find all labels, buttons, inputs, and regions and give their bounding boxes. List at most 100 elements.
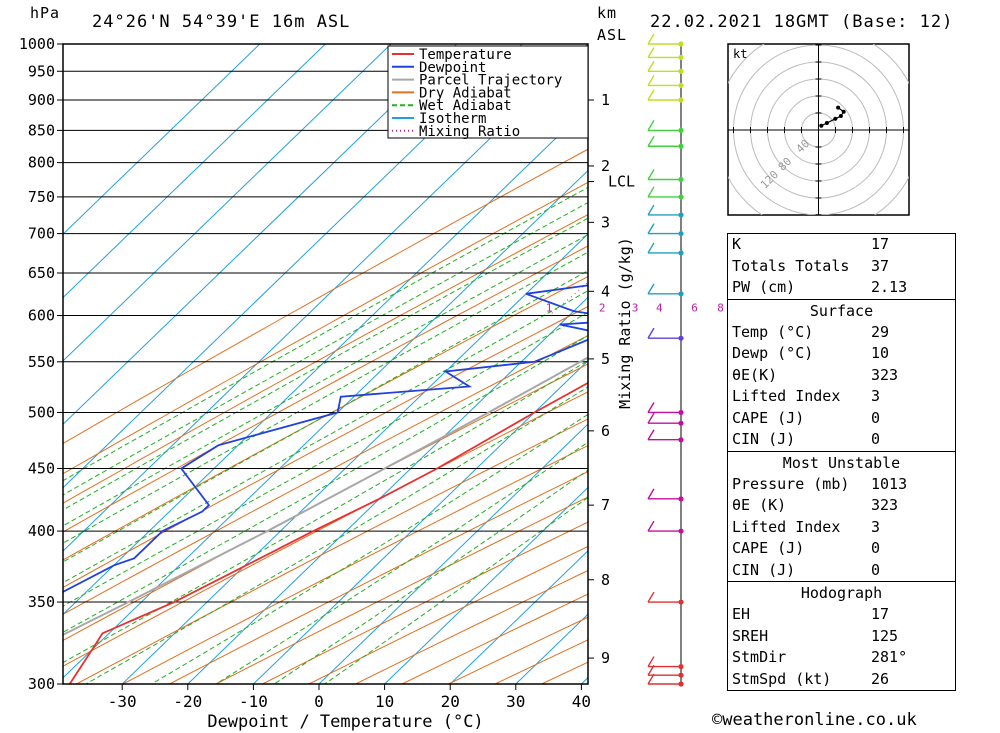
pressure-tick-label: 800 bbox=[28, 154, 55, 172]
hodo-row: SREH 125 bbox=[728, 626, 955, 648]
height-unit-asl-label: ASL bbox=[597, 26, 628, 44]
isotherm-line bbox=[63, 44, 457, 425]
pressure-tick-label: 600 bbox=[28, 307, 55, 325]
surface-label: θE(K) bbox=[732, 365, 778, 384]
isotherm-line bbox=[63, 44, 588, 552]
wind-barb-dot bbox=[678, 528, 684, 534]
wind-barb-dot bbox=[678, 409, 684, 416]
mixing-ratio-label: 1 bbox=[546, 302, 553, 315]
height-tick-label: 8 bbox=[601, 571, 610, 589]
legend-label: Mixing Ratio bbox=[419, 124, 520, 140]
plot-frame bbox=[62, 43, 589, 685]
surface-label: CAPE (J) bbox=[732, 408, 805, 427]
isotherm-line bbox=[63, 106, 588, 616]
pressure-tick-label: 750 bbox=[28, 188, 55, 206]
hodo-label: EH bbox=[732, 605, 751, 623]
lcl-label: LCL bbox=[608, 173, 635, 191]
height-tick-label: 1 bbox=[601, 91, 610, 109]
dry-adiabat-line bbox=[215, 496, 588, 684]
wind-barb-flag bbox=[647, 412, 655, 424]
index-value: 17 bbox=[871, 235, 890, 253]
wind-barb-flag bbox=[647, 488, 655, 500]
hodo-value: 17 bbox=[871, 605, 890, 623]
surface-row: CAPE (J) 0 bbox=[728, 408, 955, 430]
index-value: 37 bbox=[871, 256, 890, 275]
mu-value: 1013 bbox=[871, 474, 908, 493]
temperature-tick-label: 30 bbox=[506, 692, 525, 711]
most-unstable-section: Most Unstable Pressure (mb) 1013 θE (K) 32… bbox=[728, 450, 955, 582]
surface-row: Temp (°C) 29 bbox=[728, 322, 955, 344]
temperature-tick-label: 20 bbox=[441, 692, 460, 711]
mu-label: Pressure (mb) bbox=[732, 474, 850, 493]
wind-barb-dot bbox=[678, 496, 684, 502]
height-tick-label: 6 bbox=[601, 422, 610, 440]
mu-row: Pressure (mb) 1013 bbox=[728, 474, 955, 496]
wind-barb-dot bbox=[678, 672, 684, 678]
isotherm-line bbox=[63, 44, 523, 489]
index-label: Totals Totals bbox=[732, 256, 850, 275]
mu-value: 323 bbox=[871, 496, 899, 514]
index-row-pw: PW (cm) 2.13 bbox=[728, 277, 955, 299]
x-axis-title: Dewpoint / Temperature (°C) bbox=[207, 712, 483, 732]
pressure-tick-label: 700 bbox=[28, 225, 55, 243]
hodo-value: 125 bbox=[871, 626, 899, 645]
mu-row: θE (K) 323 bbox=[728, 495, 955, 517]
surface-label: CIN (J) bbox=[732, 430, 796, 448]
hodo-label: StmSpd (kt) bbox=[732, 669, 832, 688]
wind-barb-dot bbox=[678, 68, 684, 74]
mu-row: Lifted Index 3 bbox=[728, 517, 955, 539]
parcel-trajectory-line bbox=[63, 356, 588, 636]
pressure-tick-label: 350 bbox=[28, 593, 55, 611]
surface-value: 10 bbox=[871, 344, 890, 362]
wind-barb-flag bbox=[647, 33, 655, 45]
isotherm-line bbox=[63, 44, 392, 362]
dry-adiabat-line bbox=[63, 276, 588, 561]
pressure-tick-label: 300 bbox=[28, 675, 55, 693]
legend-label: Dewpoint bbox=[419, 60, 486, 76]
isotherm-line bbox=[384, 486, 588, 684]
mixing-ratio-label: 8 bbox=[717, 302, 724, 315]
hodograph-point bbox=[841, 109, 846, 114]
mu-value: 0 bbox=[871, 539, 881, 557]
mixing-ratio-label: 2 bbox=[599, 302, 606, 315]
wind-barb-flag bbox=[647, 120, 655, 131]
hodo-label: SREH bbox=[732, 626, 769, 645]
mixing-ratio-label: 3 bbox=[632, 302, 639, 315]
wind-barb-flag bbox=[647, 89, 655, 101]
hodograph-unit: kt bbox=[733, 47, 747, 61]
pressure-tick-label: 950 bbox=[28, 62, 55, 80]
location-title: 24°26'N 54°39'E 16m ASL bbox=[92, 12, 351, 32]
wind-barb-dot bbox=[678, 212, 684, 218]
surface-value: 29 bbox=[871, 322, 890, 341]
hodo-row: StmDir 281° bbox=[728, 647, 955, 669]
hodo-row: EH 17 bbox=[728, 604, 955, 626]
height-tick-label: 2 bbox=[601, 157, 610, 175]
wind-barb-dot bbox=[678, 335, 684, 341]
wind-barb-dot bbox=[678, 681, 684, 687]
legend-box bbox=[387, 45, 589, 139]
surface-label: Lifted Index bbox=[732, 387, 841, 405]
temperature-tick-label: 10 bbox=[375, 692, 394, 711]
mixing-ratio-axis-title: Mixing Ratio (g/kg) bbox=[616, 237, 634, 409]
site-credit[interactable]: ©weatheronline.co.uk bbox=[712, 710, 917, 730]
surface-value: 0 bbox=[871, 430, 881, 448]
isotherm-line bbox=[63, 44, 326, 299]
dry-adiabat-line bbox=[63, 181, 588, 475]
legend-label: Isotherm bbox=[419, 111, 486, 127]
wet-adiabat-line bbox=[151, 413, 588, 684]
wind-barb-dot bbox=[678, 663, 684, 670]
pressure-tick-label: 550 bbox=[28, 353, 55, 371]
dry-adiabat-line bbox=[122, 444, 588, 684]
mu-label: θE (K) bbox=[732, 496, 787, 514]
temperature-tick-label: 40 bbox=[572, 692, 591, 711]
legend-label: Dry Adiabat bbox=[419, 85, 512, 101]
surface-value: 0 bbox=[871, 408, 881, 427]
wind-barb-dot bbox=[678, 97, 684, 103]
wind-barb-dot bbox=[678, 176, 684, 183]
surface-label: Temp (°C) bbox=[732, 322, 814, 341]
pressure-tick-label: 900 bbox=[28, 91, 55, 109]
wind-barb-dot bbox=[678, 599, 684, 605]
index-label: K bbox=[732, 235, 742, 253]
wind-barb-dot bbox=[678, 420, 684, 426]
wind-barb-flag bbox=[647, 75, 655, 86]
